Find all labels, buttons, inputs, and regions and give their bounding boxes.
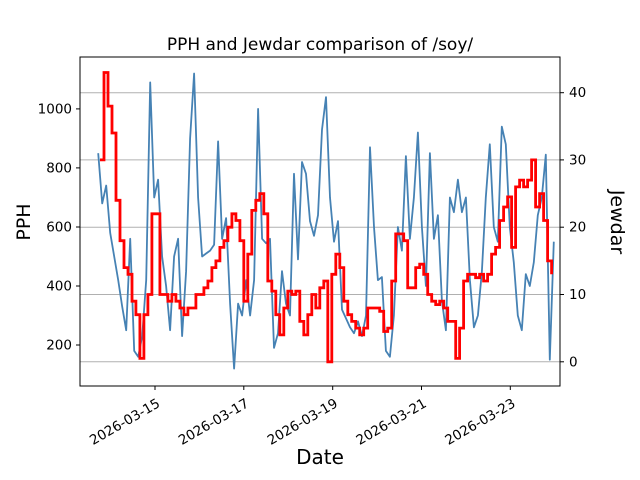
plot-border [79,56,561,387]
left-tick-label: 1000 [38,101,72,117]
right-y-axis-label: Jewdar [606,189,628,255]
right-tick-label: 20 [569,220,586,236]
x-tick-label: 2026-03-17 [176,396,252,449]
right-tick-label: 10 [569,287,586,303]
left-tick-label: 200 [46,338,72,354]
chart-title: PPH and Jewdar comparison of /soy/ [167,35,474,55]
x-axis-label: Date [296,445,344,469]
x-tick-label: 2026-03-23 [442,396,518,449]
jewdar-series-line [100,71,553,364]
x-tick-label: 2026-03-15 [87,396,163,449]
pph-series-line [97,72,555,370]
left-tick-label: 600 [46,220,72,236]
right-tick-label: 0 [569,354,578,370]
right-tick-label: 40 [569,85,586,101]
left-tick-label: 800 [46,160,72,176]
x-tick-label: 2026-03-21 [354,396,430,449]
right-tick-label: 30 [569,152,586,168]
left-y-axis-label: PPH [13,203,35,240]
left-tick-label: 400 [46,279,72,295]
x-tick-label: 2026-03-19 [265,396,341,449]
